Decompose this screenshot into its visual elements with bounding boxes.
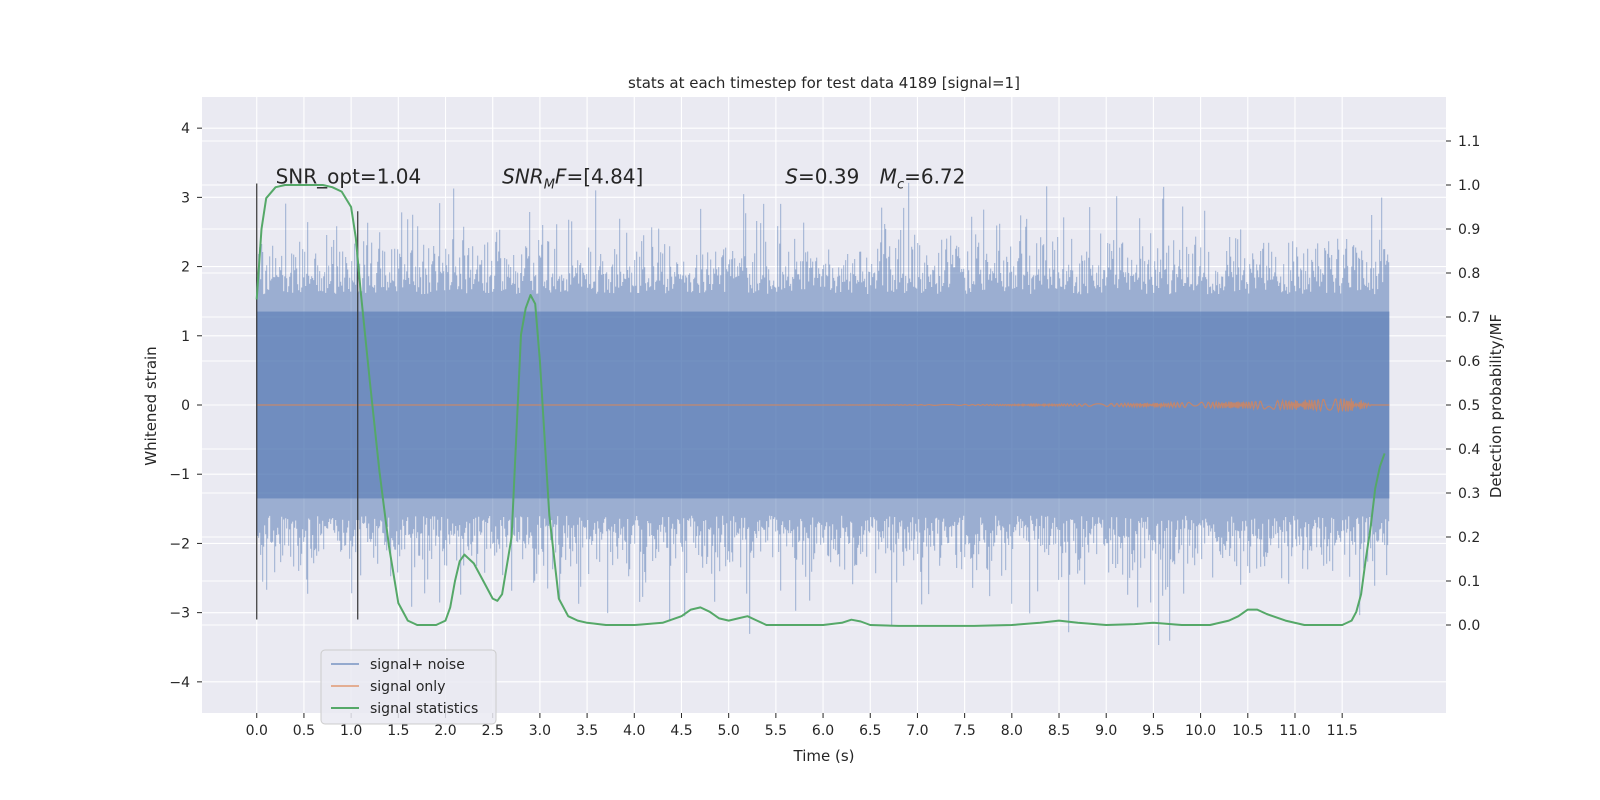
signal-trace: [256, 398, 1390, 414]
statistics-line: [255, 184, 1386, 627]
x-tick-label: 1.0: [340, 723, 362, 739]
annotations: SNR_opt=1.04 SNRMF=[4.84] S=0.39 Mc=6.72: [276, 165, 966, 193]
series-signal-statistics: [255, 184, 1386, 627]
x-tick-label: 2.5: [482, 723, 504, 739]
y-left-tick-label: −2: [169, 536, 190, 552]
x-tick-label: 0.0: [246, 723, 268, 739]
x-tick-label: 3.5: [576, 723, 598, 739]
x-tick-label: 5.5: [765, 723, 787, 739]
y-left-tick-label: 1: [181, 329, 190, 345]
x-tick-label: 8.5: [1048, 723, 1070, 739]
annotation: S=0.39: [785, 165, 859, 189]
x-tick-label: 11.0: [1279, 723, 1310, 739]
x-tick-label: 6.0: [812, 723, 834, 739]
annotation: Mc=6.72: [880, 165, 966, 193]
axis-ticks: 0.0 0.5 1.0 1.5 2.0 2.5 3.0 3.5 4.0 4.5 5.0 5.5 6.0 6…: [169, 121, 1480, 739]
y-left-tick-label: 0: [181, 398, 190, 414]
annotation: SNR_opt=1.04: [276, 165, 422, 189]
y-left-tick-label: −3: [169, 606, 190, 622]
x-tick-label: 11.5: [1327, 723, 1358, 739]
x-tick-label: 0.5: [293, 723, 315, 739]
y-right-tick-label: 0.6: [1458, 354, 1480, 370]
x-tick-label: 9.5: [1142, 723, 1164, 739]
x-tick-label: 7.5: [954, 723, 976, 739]
y-right-tick-label: 0.1: [1458, 574, 1480, 590]
legend-box: [320, 649, 497, 725]
y-right-tick-label: 0.9: [1458, 222, 1480, 238]
x-tick-label: 9.0: [1095, 723, 1117, 739]
y-axis-left-label: Whitened strain: [142, 346, 160, 465]
y-right-tick-label: 0.8: [1458, 266, 1480, 282]
annotation: SNRMF=[4.84]: [502, 165, 643, 193]
legend-label-signal: signal only: [370, 679, 445, 695]
y-right-tick-label: 0.7: [1458, 310, 1480, 326]
x-axis-label: Time (s): [793, 747, 855, 765]
legend-label-statistics: signal statistics: [370, 701, 478, 717]
y-right-tick-label: 1.1: [1458, 134, 1480, 150]
y-right-tick-label: 1.0: [1458, 178, 1480, 194]
y-right-tick-label: 0.4: [1458, 442, 1480, 458]
y-right-tick-label: 0.3: [1458, 486, 1480, 502]
x-tick-label: 8.0: [1001, 723, 1023, 739]
legend-label-noise: signal+ noise: [370, 657, 465, 673]
y-axis-right-label: Detection probability/MF: [1487, 314, 1505, 498]
x-tick-label: 10.5: [1232, 723, 1263, 739]
x-tick-label: 5.0: [718, 723, 740, 739]
x-tick-label: 3.0: [529, 723, 551, 739]
y-left-tick-label: −4: [169, 675, 190, 691]
chart-title: stats at each timestep for test data 418…: [628, 74, 1020, 92]
y-right-tick-label: 0.5: [1458, 398, 1480, 414]
x-tick-label: 2.0: [434, 723, 456, 739]
series-signal-only: [256, 398, 1390, 414]
x-tick-label: 6.5: [859, 723, 881, 739]
x-tick-label: 4.5: [670, 723, 692, 739]
y-left-tick-label: −1: [169, 467, 190, 483]
x-tick-label: 4.0: [623, 723, 645, 739]
x-tick-label: 1.5: [387, 723, 409, 739]
x-tick-label: 10.0: [1185, 723, 1216, 739]
y-right-tick-label: 0.0: [1458, 618, 1480, 634]
y-right-tick-label: 0.2: [1458, 530, 1480, 546]
x-tick-label: 7.0: [906, 723, 928, 739]
marker-lines: [256, 183, 359, 620]
y-left-tick-label: 3: [181, 190, 190, 206]
legend: signal+ noise signal only signal statist…: [320, 649, 497, 725]
y-left-tick-label: 2: [181, 260, 190, 276]
y-left-tick-label: 4: [181, 121, 190, 137]
